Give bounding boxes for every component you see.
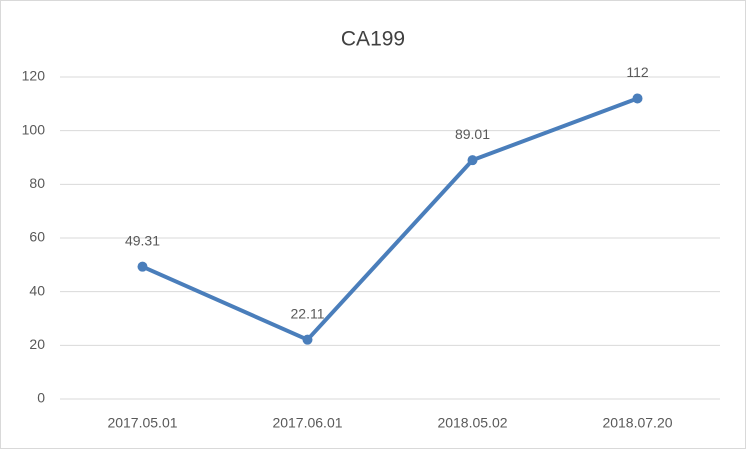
y-tick-label: 40 <box>29 282 45 298</box>
y-tick-label: 60 <box>29 229 45 245</box>
data-label: 22.11 <box>291 305 325 321</box>
data-label: 112 <box>626 64 649 80</box>
line <box>140 96 640 342</box>
y-tick-label: 0 <box>37 390 45 406</box>
y-tick-label: 80 <box>29 175 45 191</box>
data-label: 89.01 <box>455 126 490 142</box>
y-tick-label: 20 <box>29 336 45 352</box>
chart-title: CA199 <box>341 28 405 51</box>
marker <box>467 155 478 166</box>
marker <box>137 261 148 272</box>
x-tick-label: 2017.06.01 <box>272 415 342 431</box>
x-tick-label: 2018.07.20 <box>602 415 672 431</box>
marker <box>632 93 643 104</box>
y-tick-label: 120 <box>22 68 46 84</box>
y-tick-label: 100 <box>22 121 46 137</box>
marker <box>302 334 313 345</box>
data-label: 49.31 <box>125 232 160 248</box>
x-tick-label: 2017.05.01 <box>107 415 177 431</box>
x-tick-label: 2018.05.02 <box>437 415 507 431</box>
